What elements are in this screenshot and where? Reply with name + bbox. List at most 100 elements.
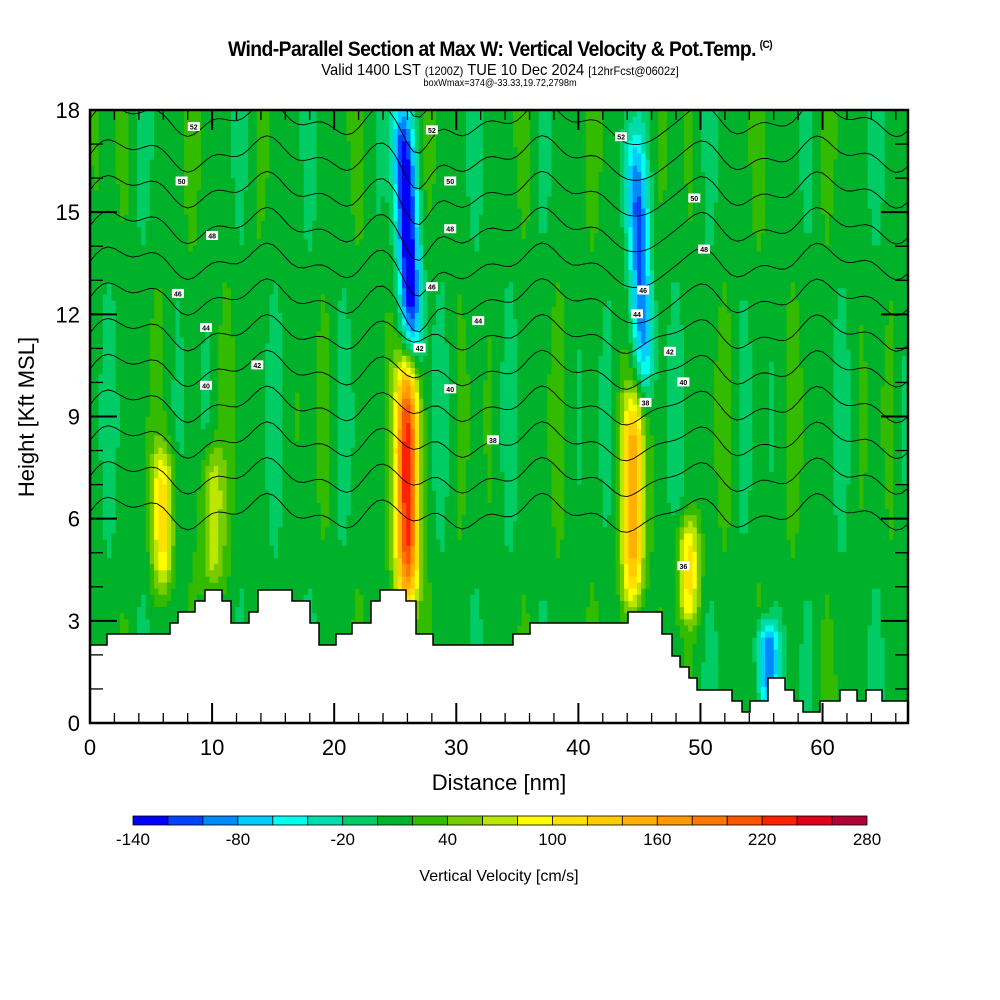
field-cell: [103, 251, 108, 258]
field-cell: [154, 257, 159, 264]
field-cell: [184, 404, 189, 411]
field-cell: [120, 594, 125, 601]
field-cell: [282, 515, 287, 522]
field-cell: [154, 527, 159, 534]
field-cell: [107, 220, 112, 227]
field-cell: [99, 533, 104, 540]
field-cell: [107, 576, 112, 583]
field-cell: [205, 502, 210, 509]
field-cell: [180, 484, 185, 491]
field-cell: [257, 441, 262, 448]
field-cell: [146, 116, 151, 123]
field-cell: [240, 196, 245, 203]
field-cell: [244, 533, 249, 540]
field-cell: [163, 533, 168, 540]
field-cell: [180, 600, 185, 607]
field-cell: [167, 227, 172, 234]
field-cell: [282, 300, 287, 307]
field-cell: [124, 355, 129, 362]
field-cell: [235, 423, 240, 430]
field-cell: [197, 190, 202, 197]
field-cell: [218, 214, 223, 221]
field-cell: [235, 276, 240, 283]
field-cell: [167, 496, 172, 503]
field-cell: [223, 269, 228, 276]
field-cell: [295, 318, 300, 325]
field-cell: [240, 582, 245, 589]
field-cell: [261, 459, 266, 466]
field-cell: [154, 282, 159, 289]
field-cell: [163, 208, 168, 215]
field-cell: [218, 515, 223, 522]
field-cell: [210, 245, 215, 252]
field-cell: [146, 484, 151, 491]
field-cell: [188, 551, 193, 558]
field-cell: [248, 269, 253, 276]
field-cell: [265, 257, 270, 264]
field-cell: [278, 361, 283, 368]
field-cell: [261, 257, 266, 264]
field-cell: [193, 177, 198, 184]
field-cell: [124, 343, 129, 350]
field-cell: [167, 269, 172, 276]
field-cell: [188, 447, 193, 454]
field-cell: [137, 613, 142, 620]
field-cell: [171, 435, 176, 442]
field-cell: [99, 502, 104, 509]
field-cell: [107, 417, 112, 424]
field-cell: [227, 190, 232, 197]
field-cell: [248, 539, 253, 546]
field-cell: [235, 417, 240, 424]
field-cell: [291, 551, 296, 558]
field-cell: [137, 171, 142, 178]
field-cell: [274, 184, 279, 191]
field-cell: [103, 466, 108, 473]
field-cell: [124, 410, 129, 417]
field-cell: [265, 196, 270, 203]
field-cell: [248, 220, 253, 227]
field-cell: [235, 447, 240, 454]
field-cell: [188, 521, 193, 528]
field-cell: [137, 533, 142, 540]
field-cell: [201, 502, 206, 509]
field-cell: [116, 227, 121, 234]
field-cell: [124, 122, 129, 129]
field-cell: [167, 607, 172, 614]
field-cell: [124, 196, 129, 203]
field-cell: [274, 435, 279, 442]
field-cell: [133, 441, 138, 448]
field-cell: [214, 214, 219, 221]
field-cell: [252, 294, 257, 301]
field-cell: [184, 551, 189, 558]
field-cell: [257, 337, 262, 344]
field-cell: [188, 423, 193, 430]
field-cell: [120, 300, 125, 307]
field-cell: [218, 171, 223, 178]
field-cell: [120, 374, 125, 381]
field-cell: [129, 269, 134, 276]
field-cell: [282, 159, 287, 166]
field-cell: [184, 251, 189, 258]
field-cell: [103, 576, 108, 583]
field-cell: [94, 386, 99, 393]
field-cell: [150, 551, 155, 558]
field-cell: [261, 564, 266, 571]
field-cell: [299, 478, 304, 485]
field-cell: [287, 282, 292, 289]
field-cell: [154, 490, 159, 497]
field-cell: [103, 441, 108, 448]
field-cell: [214, 196, 219, 203]
field-cell: [227, 423, 232, 430]
field-cell: [163, 545, 168, 552]
field-cell: [167, 239, 172, 246]
field-cell: [244, 417, 249, 424]
field-cell: [99, 128, 104, 135]
field-cell: [180, 208, 185, 215]
field-cell: [133, 239, 138, 246]
field-cell: [193, 116, 198, 123]
field-cell: [193, 521, 198, 528]
field-cell: [278, 564, 283, 571]
field-cell: [223, 386, 228, 393]
field-cell: [163, 441, 168, 448]
field-cell: [146, 515, 151, 522]
